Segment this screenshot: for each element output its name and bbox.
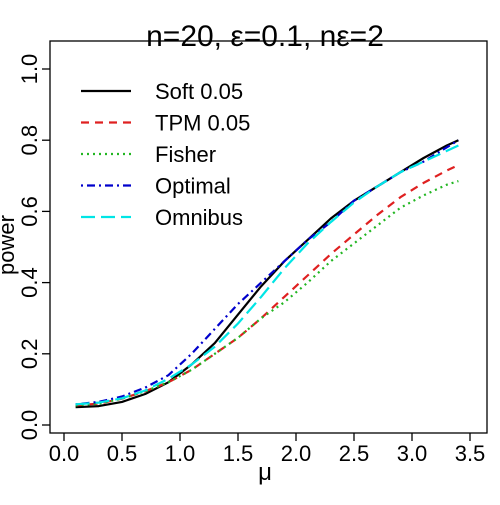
legend-label: Optimal bbox=[155, 174, 231, 199]
x-tick-label: 0.0 bbox=[49, 441, 80, 466]
y-tick-label: 1.0 bbox=[17, 54, 42, 85]
legend: Soft 0.05 TPM 0.05 Fisher Optimal Omnibus bbox=[81, 79, 250, 230]
legend-label: TPM 0.05 bbox=[155, 111, 250, 136]
legend-label: Omnibus bbox=[155, 205, 243, 230]
y-axis-label: power bbox=[0, 215, 19, 275]
x-tick-label: 1.5 bbox=[223, 441, 254, 466]
series-line-tpm-0-05 bbox=[75, 164, 459, 407]
x-tick-label: 2.5 bbox=[339, 441, 370, 466]
series-lines bbox=[75, 139, 459, 409]
legend-label: Fisher bbox=[155, 142, 216, 167]
axes: 0.0 0.5 1.0 1.5 2.0 2.5 3.0 3.5 0.0 0.2 0.4 0.6 0.8 1… bbox=[17, 54, 485, 466]
y-tick-label: 0.4 bbox=[17, 267, 42, 298]
y-tick-label: 0.0 bbox=[17, 410, 42, 441]
series-line-soft-0-05 bbox=[75, 139, 459, 409]
series-line-omnibus bbox=[75, 144, 459, 406]
series-line-optimal bbox=[75, 139, 459, 406]
x-tick-label: 1.0 bbox=[165, 441, 196, 466]
x-tick-label: 2.0 bbox=[281, 441, 312, 466]
series-line-fisher bbox=[75, 180, 459, 407]
chart-title: n=20, ε=0.1, nε=2 bbox=[146, 20, 384, 53]
x-tick-label: 3.0 bbox=[397, 441, 428, 466]
y-tick-label: 0.6 bbox=[17, 196, 42, 227]
y-tick-label: 0.8 bbox=[17, 125, 42, 156]
x-tick-label: 0.5 bbox=[107, 441, 138, 466]
plot-frame bbox=[49, 40, 488, 434]
x-tick-label: 3.5 bbox=[455, 441, 486, 466]
x-axis-label: μ bbox=[258, 459, 272, 486]
legend-label: Soft 0.05 bbox=[155, 79, 243, 104]
y-tick-label: 0.2 bbox=[17, 339, 42, 370]
